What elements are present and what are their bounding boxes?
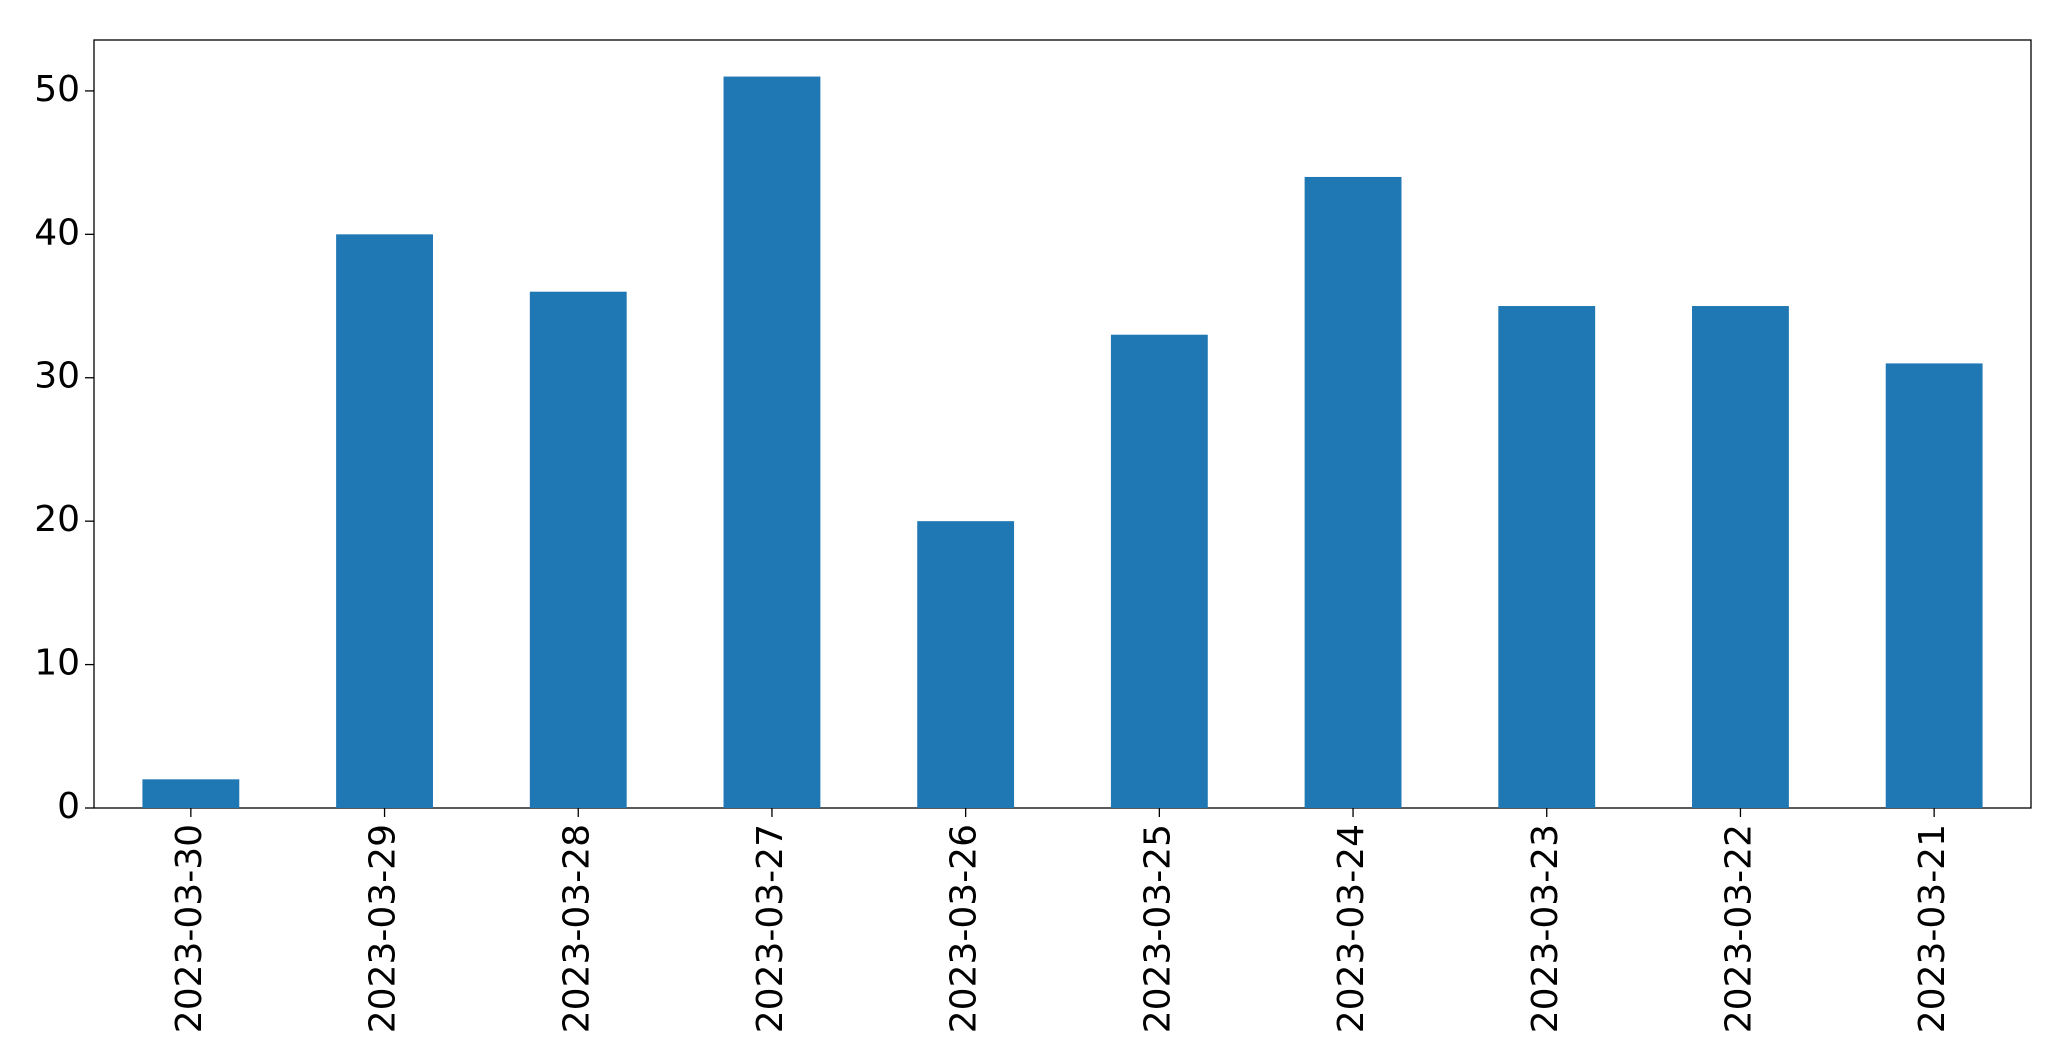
x-tick-label: 2023-03-24 (1331, 824, 1372, 1033)
plot-frame (93, 39, 2032, 809)
bar (1304, 176, 1402, 808)
x-tick-label: 2023-03-29 (363, 824, 404, 1033)
bar (723, 76, 821, 809)
y-tick-label: 50 (34, 69, 80, 110)
y-tick-label: 10 (34, 643, 80, 684)
bar (1110, 334, 1208, 808)
x-tick-label: 2023-03-23 (1525, 824, 1566, 1033)
y-tick-label: 20 (34, 499, 80, 540)
x-tick-label: 2023-03-30 (169, 824, 210, 1033)
y-tick-label: 40 (34, 212, 80, 253)
y-tick-label: 0 (57, 786, 80, 827)
x-tick-label: 2023-03-22 (1718, 824, 1759, 1033)
bar (917, 521, 1015, 808)
x-tick-label: 2023-03-27 (750, 824, 791, 1033)
x-tick-label: 2023-03-25 (1137, 824, 1178, 1033)
y-tick-label: 30 (34, 356, 80, 397)
bar (1885, 363, 1983, 808)
bar (142, 779, 240, 808)
x-tick-label: 2023-03-26 (944, 824, 985, 1033)
bar (1498, 306, 1596, 808)
bar (1692, 306, 1789, 808)
x-tick-label: 2023-03-21 (1912, 824, 1953, 1033)
x-tick-label: 2023-03-28 (556, 824, 597, 1033)
bar (529, 291, 627, 808)
bar (336, 234, 433, 808)
